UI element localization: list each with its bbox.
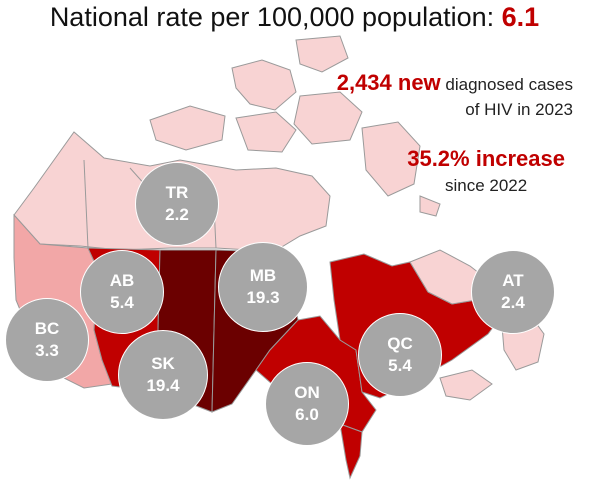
bubble-sk-abbr: SK [151, 354, 175, 373]
bubble-qc-rate: 5.4 [388, 356, 412, 375]
bubble-sk: SK 19.4 [118, 330, 208, 420]
bubble-bc-abbr: BC [34, 319, 60, 338]
increase-line2: since 2022 [444, 176, 528, 195]
cases-stat: 2,434 new diagnosed cases of HIV in 2023 [337, 70, 573, 120]
bubble-bc: BC 3.3 [5, 298, 89, 382]
bubble-ab-abbr: AB [109, 271, 135, 290]
bubble-bc-rate: 3.3 [35, 341, 59, 360]
bubble-on-abbr: ON [294, 383, 320, 402]
cases-text: diagnosed cases [440, 75, 573, 94]
cases-number: 2,434 new [336, 70, 441, 95]
increase-text: 35.2% increase [407, 146, 565, 171]
bubble-mb-abbr: MB [249, 266, 277, 285]
bubble-mb-rate: 19.3 [246, 288, 280, 307]
bubble-at-rate: 2.4 [501, 293, 525, 312]
bubble-tr-rate: 2.2 [165, 205, 189, 224]
increase-stat: 35.2% increase since 2022 [407, 146, 565, 196]
title-text: National rate per 100,000 population: [49, 2, 502, 32]
bubble-tr-abbr: TR [165, 183, 189, 202]
bubble-sk-rate: 19.4 [146, 376, 180, 395]
bubble-qc-abbr: QC [387, 334, 413, 353]
bubble-ab-rate: 5.4 [110, 293, 134, 312]
bubble-ab: AB 5.4 [80, 250, 164, 334]
bubble-on: ON 6.0 [265, 362, 349, 446]
southern-peninsula [339, 423, 363, 480]
bubble-mb: MB 19.3 [218, 242, 308, 332]
bubble-at-abbr: AT [502, 271, 524, 290]
cases-line2: of HIV in 2023 [465, 100, 573, 119]
bubble-qc: QC 5.4 [358, 313, 442, 397]
bubble-tr: TR 2.2 [135, 162, 219, 246]
bubble-on-rate: 6.0 [295, 405, 319, 424]
national-rate-value: 6.1 [501, 2, 540, 32]
page-title: National rate per 100,000 population: 6.… [0, 2, 589, 33]
bubble-at: AT 2.4 [471, 250, 555, 334]
arctic-islands [149, 35, 441, 217]
